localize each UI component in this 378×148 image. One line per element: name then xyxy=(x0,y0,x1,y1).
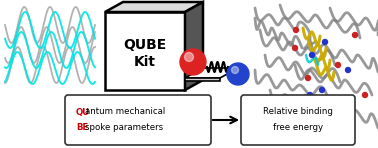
Polygon shape xyxy=(185,78,220,81)
Text: BE: BE xyxy=(76,123,88,132)
Circle shape xyxy=(293,45,297,50)
Text: QUBE: QUBE xyxy=(123,38,167,52)
Polygon shape xyxy=(185,2,203,90)
Text: Kit: Kit xyxy=(134,55,156,69)
Polygon shape xyxy=(105,2,203,12)
Circle shape xyxy=(184,53,194,62)
Circle shape xyxy=(319,87,324,92)
Circle shape xyxy=(310,53,314,58)
Text: free energy: free energy xyxy=(273,123,323,132)
Circle shape xyxy=(345,67,350,73)
Text: Relative binding: Relative binding xyxy=(263,107,333,116)
Text: antum mechanical: antum mechanical xyxy=(85,107,165,116)
Circle shape xyxy=(353,33,358,37)
Polygon shape xyxy=(105,12,185,90)
Circle shape xyxy=(363,92,367,98)
FancyBboxPatch shape xyxy=(65,95,211,145)
Circle shape xyxy=(307,92,313,98)
Text: spoke parameters: spoke parameters xyxy=(85,123,163,132)
Circle shape xyxy=(180,49,206,75)
Text: QU: QU xyxy=(76,107,90,116)
Circle shape xyxy=(305,75,310,81)
FancyBboxPatch shape xyxy=(241,95,355,145)
Circle shape xyxy=(322,40,327,45)
Circle shape xyxy=(336,62,341,67)
Polygon shape xyxy=(185,68,238,78)
Circle shape xyxy=(293,28,299,33)
Circle shape xyxy=(231,66,239,74)
Circle shape xyxy=(327,110,333,115)
Circle shape xyxy=(227,63,249,85)
